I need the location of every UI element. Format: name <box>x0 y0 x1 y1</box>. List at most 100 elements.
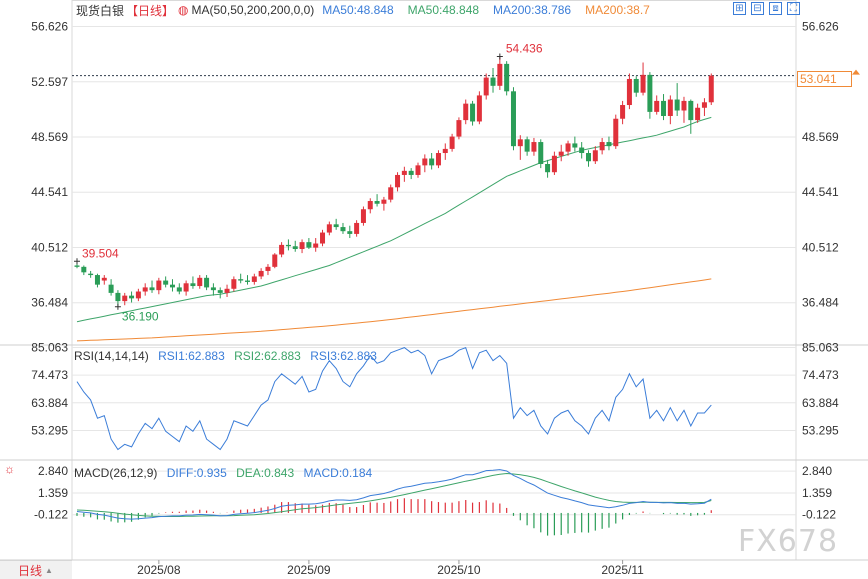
candle-body <box>442 148 448 154</box>
candle-body <box>524 139 530 152</box>
candle-body <box>422 158 428 166</box>
candle-body <box>476 95 482 122</box>
candle-body <box>122 295 128 302</box>
candle-body <box>640 74 646 93</box>
current-price-arrow <box>852 69 860 75</box>
candle-body <box>579 147 585 154</box>
candle-body <box>667 99 673 116</box>
candle-body <box>558 151 564 156</box>
eye-icon[interactable]: ◍ <box>178 3 189 17</box>
fullscreen-icon[interactable]: ⛶ <box>787 2 800 15</box>
candle-body <box>586 153 591 162</box>
fit-icon[interactable]: ⧈ <box>769 2 782 15</box>
zoom-in-icon[interactable]: ⊞ <box>733 2 746 15</box>
rsi3-value: RSI3:62.883 <box>310 349 377 363</box>
candle-body <box>94 275 100 285</box>
candle-body <box>210 287 216 291</box>
rsi-legend: RSI(14,14,14) RSI1:62.883 RSI2:62.883 RS… <box>74 349 377 363</box>
x-tick-label: 2025/10 <box>437 563 481 577</box>
candle-body <box>620 105 626 119</box>
candle-body <box>626 78 632 106</box>
candle-body <box>449 136 455 149</box>
candle-body <box>395 174 401 188</box>
candle-body <box>681 100 687 111</box>
early-high-marker <box>74 258 80 265</box>
candle-body <box>74 265 80 267</box>
candle-body <box>285 244 291 247</box>
candle-body <box>142 287 148 292</box>
ma200-value-2: MA200:38.7 <box>585 3 650 17</box>
dea-value: DEA:0.843 <box>236 466 295 480</box>
macd-tick-label-right: 1.359 <box>802 486 832 500</box>
candle-body <box>81 266 87 273</box>
settings-icon[interactable]: ☼ <box>4 462 15 476</box>
rsi-params[interactable]: RSI(14,14,14) <box>74 349 149 363</box>
candle-body <box>633 78 639 93</box>
price-tick-label-left: 44.541 <box>31 185 68 199</box>
period-selector[interactable]: 【日线】 <box>126 3 175 18</box>
price-tick-label-right: 40.512 <box>802 240 839 254</box>
price-tick-label-left: 52.597 <box>31 75 68 89</box>
period-tab-label: 日线 <box>18 563 43 578</box>
candle-body <box>245 280 250 282</box>
diff-series <box>76 469 712 520</box>
zoom-out-icon[interactable]: ⊟ <box>751 2 764 15</box>
price-tick-label-right: 44.541 <box>802 185 839 199</box>
rsi-tick-label-right: 74.473 <box>802 368 839 382</box>
x-tick-label: 2025/09 <box>287 563 331 577</box>
instrument-title: 现货白银 <box>76 3 125 18</box>
ma-params[interactable]: MA(50,50,200,200,0,0) <box>191 3 315 17</box>
macd-params[interactable]: MACD(26,12,9) <box>74 466 158 480</box>
rsi-tick-label-left: 74.473 <box>31 368 68 382</box>
candle-body <box>592 150 598 162</box>
diff-value: DIFF:0.935 <box>166 466 227 480</box>
candle-body <box>688 100 694 121</box>
dea-series <box>76 472 712 517</box>
candle-body <box>354 222 360 234</box>
candle-body <box>456 120 462 137</box>
price-tick-label-left: 36.484 <box>31 296 68 310</box>
candle-body <box>538 142 544 164</box>
rsi-tick-label-left: 63.884 <box>31 396 68 410</box>
early-high-annotation: 39.504 <box>82 246 119 260</box>
candle-body <box>401 170 407 175</box>
low-marker <box>114 303 121 310</box>
candle-body <box>313 243 319 248</box>
candle-body <box>108 284 114 293</box>
candle-body <box>129 295 135 299</box>
candle-body <box>299 242 305 250</box>
candle-body <box>258 270 264 277</box>
candle-body <box>279 244 285 255</box>
watermark: FX678 <box>738 524 839 559</box>
candle-body <box>531 142 537 152</box>
candle-body <box>217 290 223 293</box>
chart-toolbar: ⊞ ⊟ ⧈ ⛶ <box>733 2 800 15</box>
candle-body <box>169 284 175 288</box>
candle-body <box>367 201 373 210</box>
rsi-tick-label-right: 53.295 <box>802 423 839 437</box>
period-tab[interactable]: 日线 ▲ <box>0 560 72 579</box>
macd-legend: MACD(26,12,9) DIFF:0.935 DEA:0.843 MACD:… <box>74 466 372 480</box>
candle-body <box>504 63 510 92</box>
high-marker <box>496 53 503 60</box>
candle-body <box>374 201 380 204</box>
rsi-tick-label-left: 53.295 <box>31 423 68 437</box>
candle-body <box>708 75 714 103</box>
rsi-series <box>76 346 712 451</box>
caret-up-icon: ▲ <box>45 565 53 575</box>
candle-body <box>551 155 557 173</box>
candle-body <box>149 287 155 291</box>
macd-tick-label-left: 2.840 <box>38 464 68 478</box>
candle-body <box>510 91 516 147</box>
candle-body <box>265 266 271 271</box>
candle-body <box>320 232 326 244</box>
ma200-value: MA200:38.786 <box>493 3 572 17</box>
price-tick-label-left: 48.569 <box>31 130 68 144</box>
candle-body <box>183 283 189 292</box>
macd-tick-label-right: 2.840 <box>802 464 832 478</box>
price-tick-label-right: 48.569 <box>802 130 839 144</box>
rsi-tick-label-right: 63.884 <box>802 396 839 410</box>
candle-body <box>483 77 489 96</box>
candle-body <box>347 231 353 234</box>
